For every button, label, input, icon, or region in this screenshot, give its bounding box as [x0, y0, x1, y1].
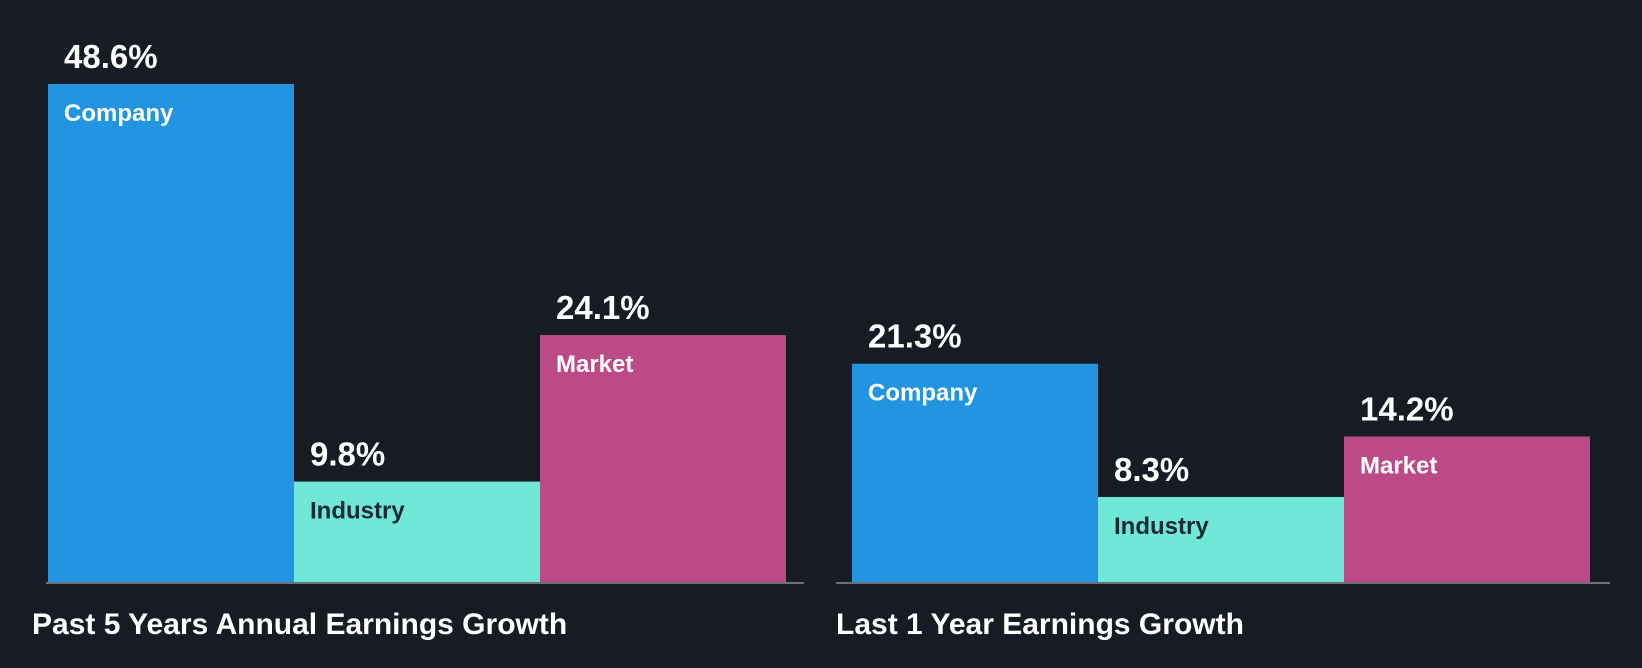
value-label-industry: 8.3%: [1114, 451, 1189, 488]
category-label-company: Company: [64, 100, 174, 127]
bar-market: [540, 335, 786, 582]
chart-title: Last 1 Year Earnings Growth: [836, 608, 1244, 641]
category-label-industry: Industry: [310, 498, 405, 525]
bar-company: [852, 363, 1098, 582]
bar-market: [1344, 436, 1590, 582]
value-label-market: 14.2%: [1360, 390, 1454, 427]
bar-industry: [1098, 496, 1344, 582]
chart-title: Past 5 Years Annual Earnings Growth: [32, 608, 567, 641]
bar-company: [48, 84, 294, 582]
category-label-market: Market: [556, 351, 633, 378]
panel-2: 21.3% Company 8.3% Industry 14.2% Market Last …: [836, 318, 1610, 641]
category-label-market: Market: [1360, 452, 1437, 479]
value-label-company: 21.3%: [868, 318, 962, 355]
value-label-market: 24.1%: [556, 289, 650, 326]
value-label-company: 48.6%: [64, 38, 158, 75]
category-label-industry: Industry: [1114, 513, 1209, 540]
value-label-industry: 9.8%: [310, 436, 385, 473]
category-label-company: Company: [868, 380, 978, 407]
panel-1: 48.6% Company 9.8% Industry 24.1% Market Past …: [32, 38, 804, 641]
bar-industry: [294, 481, 540, 582]
